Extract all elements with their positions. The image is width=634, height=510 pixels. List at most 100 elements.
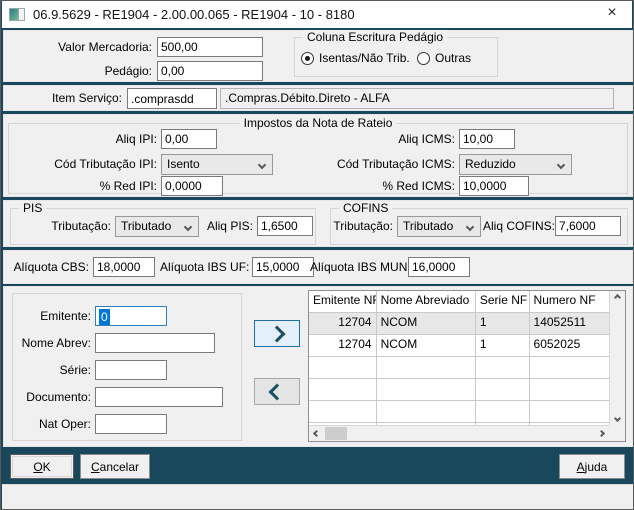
impostos-panel: Impostos da Nota de Rateio Aliq IPI: Ali… — [3, 114, 633, 197]
table-cell — [476, 423, 530, 425]
emitente-input[interactable]: 0 — [95, 306, 167, 326]
red-ipi-label: % Red IPI: — [99, 179, 157, 193]
table-cell: NCOM — [377, 313, 476, 334]
cod-tributacao-ipi-select[interactable]: Isento — [161, 154, 273, 175]
aliquota-ibs-mun-input[interactable] — [408, 257, 470, 277]
radio-option[interactable]: Isentas/Não Trib. — [301, 51, 410, 65]
nf-table: Emitente NF Nome Abreviado Serie NF Nume… — [308, 290, 626, 442]
scroll-up-icon — [613, 293, 622, 302]
pis-tributacao-select[interactable]: Tributado — [115, 216, 199, 237]
chevron-right-icon — [268, 325, 286, 342]
documento-label: Documento: — [26, 390, 91, 404]
serie-input[interactable] — [95, 360, 167, 380]
nome-abrev-input[interactable] — [95, 333, 215, 353]
table-cell: NCOM — [377, 335, 476, 356]
radio-icon — [417, 51, 430, 65]
table-cell — [377, 379, 476, 400]
table-cell: 12704 — [309, 313, 377, 334]
valor-mercadoria-input[interactable] — [157, 37, 263, 57]
chevron-down-icon — [257, 160, 267, 170]
nat-oper-label: Nat Oper: — [38, 417, 91, 431]
status-strip — [2, 484, 633, 509]
aliquota-cbs-label: Alíquota CBS: — [13, 260, 89, 274]
cod-tributacao-icms-select[interactable]: Reduzido — [459, 154, 572, 175]
red-icms-input[interactable] — [459, 176, 529, 196]
col-header-numero-nf[interactable]: Numero NF — [533, 293, 596, 307]
add-nf-button[interactable] — [254, 320, 300, 347]
aliquota-ibs-uf-input[interactable] — [252, 257, 314, 277]
red-icms-label: % Red ICMS: — [382, 179, 455, 193]
table-cell — [377, 401, 476, 422]
item-servico-input[interactable] — [127, 88, 217, 109]
impostos-title: Impostos da Nota de Rateio — [239, 116, 397, 130]
scroll-right-icon — [597, 429, 606, 438]
titlebar: 06.9.5629 - RE1904 - 2.00.00.065 - RE190… — [2, 1, 632, 28]
col-header-serie-nf[interactable]: Serie NF — [476, 291, 530, 312]
valor-mercadoria-label: Valor Mercadoria: — [58, 40, 152, 54]
scrollbar-corner — [609, 425, 625, 441]
emitente-label: Emitente: — [40, 309, 91, 323]
col-header-emitente-nf[interactable]: Emitente NF — [309, 291, 377, 312]
cofins-tributacao-label: Tributação: — [333, 219, 393, 233]
col-header-nome-abreviado[interactable]: Nome Abreviado — [377, 291, 476, 312]
red-ipi-input[interactable] — [161, 176, 223, 196]
documento-input[interactable] — [95, 387, 223, 407]
table-cell — [377, 423, 476, 425]
radio-option[interactable]: Outras — [417, 51, 471, 65]
table-row-empty[interactable] — [309, 401, 609, 423]
filtro-groupbox: Emitente: 0 Nome Abrev: Série: Documento… — [12, 293, 242, 441]
table-cell — [476, 357, 530, 378]
table-cell — [377, 357, 476, 378]
ok-button[interactable]: OK — [10, 454, 74, 479]
pis-tributacao-label: Tributação: — [51, 219, 111, 233]
cod-tributacao-icms-label: Cód Tributação ICMS: — [336, 157, 455, 171]
close-icon[interactable]: × — [607, 4, 617, 21]
app-icon — [9, 8, 25, 21]
cancel-button[interactable]: Cancelar — [80, 454, 150, 479]
table-cell: 1 — [476, 335, 530, 356]
table-cell — [309, 357, 377, 378]
nat-oper-input[interactable] — [95, 414, 167, 434]
aliquota-cbs-input[interactable] — [93, 257, 155, 277]
aliq-pis-input[interactable] — [257, 216, 313, 236]
horizontal-scrollbar[interactable] — [309, 425, 609, 441]
table-row-empty[interactable] — [309, 379, 609, 401]
nf-grid: Emitente NF Nome Abreviado Serie NF Nume… — [309, 291, 609, 425]
valores-panel: Valor Mercadoria: Pedágio: Coluna Escrit… — [3, 30, 633, 82]
aliq-pis-label: Aliq PIS: — [206, 219, 253, 233]
aliq-cofins-label: Aliq COFINS: — [483, 219, 556, 233]
chevron-down-icon — [465, 222, 475, 232]
item-servico-description: .Compras.Débito.Direto - ALFA — [220, 88, 614, 109]
help-button[interactable]: Ajuda — [559, 454, 625, 479]
aliquotas-panel: Alíquota CBS: Alíquota IBS UF: Alíquota … — [3, 250, 633, 284]
cofins-groupbox: COFINS Tributação: Tributado Aliq COFINS… — [330, 201, 628, 245]
pis-cofins-panel: PIS Tributação: Tributado Aliq PIS: COFI… — [3, 200, 633, 247]
table-cell — [309, 401, 377, 422]
cofins-title: COFINS — [339, 201, 393, 215]
chevron-down-icon — [556, 160, 566, 170]
chevron-down-icon — [183, 222, 193, 232]
pis-groupbox: PIS Tributação: Tributado Aliq PIS: — [10, 201, 316, 245]
pis-title: PIS — [19, 201, 47, 215]
remove-nf-button[interactable] — [254, 378, 300, 405]
table-row[interactable]: 12704 NCOM 1 14052511 — [309, 313, 609, 335]
cofins-tributacao-select[interactable]: Tributado — [397, 216, 481, 237]
aliq-ipi-input[interactable] — [161, 129, 217, 149]
nome-abrev-label: Nome Abrev: — [21, 336, 91, 350]
table-row[interactable]: 12704 NCOM 1 6052025 — [309, 335, 609, 357]
impostos-groupbox: Impostos da Nota de Rateio Aliq IPI: Ali… — [8, 116, 628, 196]
coluna-escritura-groupbox: Coluna Escritura Pedágio Isentas/Não Tri… — [294, 30, 498, 77]
table-row-empty[interactable] — [309, 423, 609, 425]
aliq-icms-input[interactable] — [459, 129, 515, 149]
pedagio-input[interactable] — [157, 61, 263, 81]
table-row-empty[interactable] — [309, 357, 609, 379]
scrollbar-thumb[interactable] — [325, 427, 347, 440]
window-title: 06.9.5629 - RE1904 - 2.00.00.065 - RE190… — [33, 7, 355, 22]
coluna-escritura-title: Coluna Escritura Pedágio — [303, 30, 448, 44]
aliq-icms-label: Aliq ICMS: — [398, 132, 455, 146]
vertical-scrollbar[interactable] — [609, 291, 625, 425]
radio-icon — [301, 51, 314, 65]
aliq-cofins-input[interactable] — [555, 216, 621, 236]
pedagio-label: Pedágio: — [104, 64, 152, 78]
